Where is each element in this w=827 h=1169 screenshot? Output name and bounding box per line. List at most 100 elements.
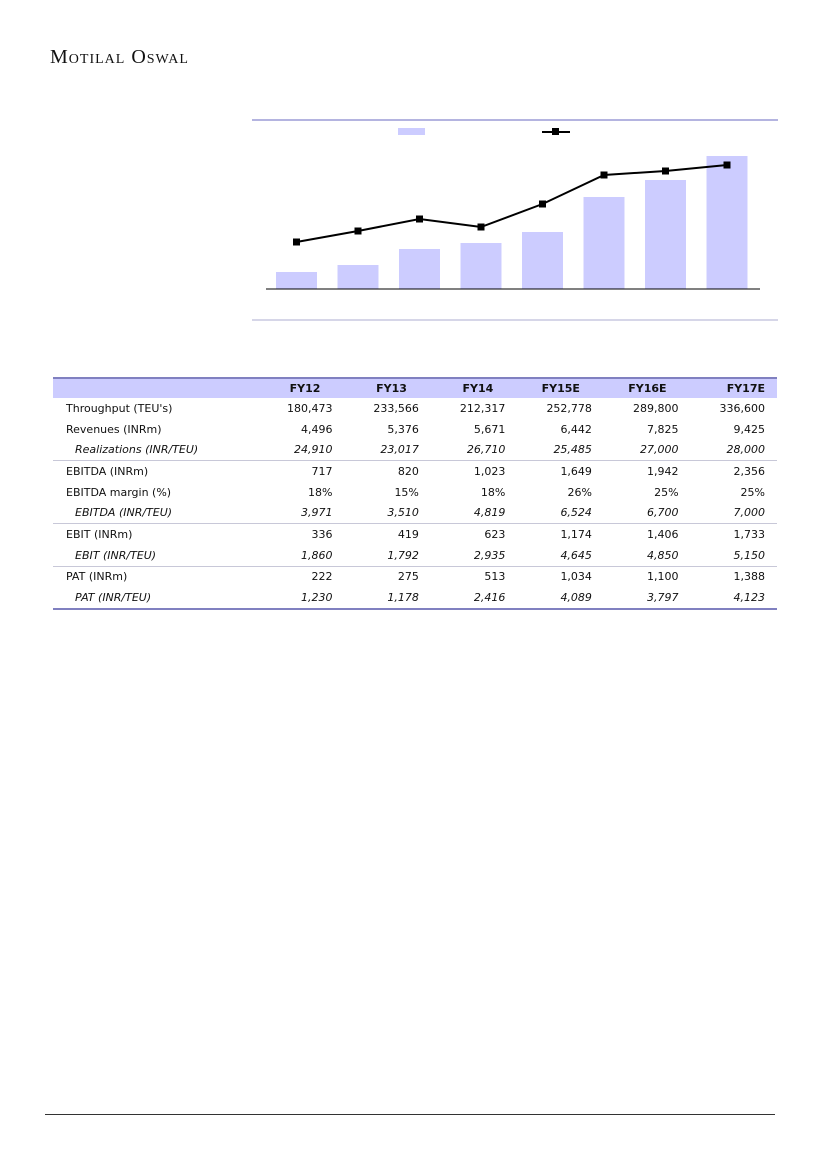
financials-table: FY12 FY13 FY14 FY15E FY16E FY17E Throughput (…	[53, 377, 777, 610]
cell-value: 2,935	[418, 544, 506, 567]
cell-value: 222	[311, 570, 333, 584]
cell-value: 5,150	[678, 544, 777, 567]
cell-value: 27,000	[591, 439, 679, 462]
cell-value: 1,649	[560, 464, 592, 478]
row-label: EBITDA (INR/TEU)	[53, 502, 247, 525]
cell-value: 6,700	[591, 502, 679, 525]
bar	[276, 272, 317, 289]
cell-value: 5,376	[387, 422, 419, 436]
bar	[706, 156, 748, 289]
brand-logo: Motilal Oswal	[50, 46, 189, 68]
cell-value: 26%	[567, 485, 592, 499]
cell-value: 1,942	[647, 464, 679, 478]
cell-value: 1,100	[647, 570, 679, 584]
bar	[460, 243, 502, 289]
cell-value: 26,710	[418, 439, 506, 462]
cell-value: 1,230	[246, 587, 333, 610]
cell-value: 1,406	[647, 527, 679, 541]
cell-value: 6,524	[505, 502, 592, 525]
cell-value: 23,017	[332, 439, 419, 462]
legend-line-marker	[552, 128, 559, 135]
cell-value: 15%	[394, 485, 419, 499]
footer-divider	[45, 1114, 775, 1115]
cell-value: 6,442	[560, 422, 592, 436]
cell-value: 3,971	[246, 502, 333, 525]
row-label: PAT (INRm)	[66, 570, 128, 584]
line-point	[477, 223, 485, 231]
bar	[399, 249, 440, 289]
column-header: FY16E	[591, 378, 679, 398]
cell-value: 5,671	[473, 422, 506, 436]
cell-value: 25,485	[505, 439, 592, 462]
row-label: EBITDA (INRm)	[66, 464, 149, 478]
table-header-row: FY12 FY13 FY14 FY15E FY16E FY17E	[53, 378, 777, 398]
cell-value: 25%	[654, 485, 679, 499]
column-header: FY13	[332, 378, 419, 398]
row-label: EBIT (INRm)	[66, 527, 133, 541]
chart	[252, 119, 778, 321]
cell-value: 25%	[740, 485, 765, 499]
table-row: Realizations (INR/TEU) 24,910 23,017 26,710…	[53, 439, 777, 462]
cell-value: 252,778	[546, 401, 592, 415]
row-label: EBIT (INR/TEU)	[53, 544, 247, 567]
cell-value: 4,819	[418, 502, 506, 525]
bar	[522, 232, 563, 289]
cell-value: 336	[311, 527, 333, 541]
cell-value: 4,123	[678, 587, 777, 610]
cell-value: 1,034	[560, 570, 592, 584]
series-line	[296, 164, 728, 243]
cell-value: 28,000	[678, 439, 777, 462]
cell-value: 9,425	[733, 422, 766, 436]
cell-value: 1,792	[332, 544, 419, 567]
cell-value: 4,850	[591, 544, 679, 567]
table-row: Revenues (INRm) 4,496 5,376 5,671 6,442 7,825…	[53, 419, 777, 440]
cell-value: 4,496	[300, 422, 333, 436]
cell-value: 3,797	[591, 587, 679, 610]
row-label: Throughput (TEU's)	[66, 401, 173, 415]
line-point	[416, 215, 423, 223]
cell-value: 275	[397, 570, 419, 584]
cell-value: 717	[311, 464, 333, 478]
cell-value: 1,174	[560, 527, 592, 541]
legend-bar-swatch	[398, 128, 425, 135]
line-point	[662, 167, 669, 175]
table-row: EBIT (INRm) 336 419 623 1,174 1,406 1,733	[53, 524, 777, 545]
cell-value: 2,356	[733, 464, 766, 478]
cell-value: 4,645	[505, 544, 592, 567]
cell-value: 623	[484, 527, 506, 541]
row-label: PAT (INR/TEU)	[53, 587, 247, 610]
table-row: PAT (INRm) 222 275 513 1,034 1,100 1,388	[53, 566, 777, 587]
cell-value: 212,317	[459, 401, 506, 415]
cell-value: 18%	[308, 485, 333, 499]
line-point	[723, 161, 731, 169]
table-row: EBITDA (INRm) 717 820 1,023 1,649 1,942 2,356	[53, 461, 777, 482]
cell-value: 24,910	[246, 439, 333, 462]
cell-value: 419	[397, 527, 419, 541]
column-header: FY12	[246, 378, 333, 398]
row-label: Revenues (INRm)	[66, 422, 162, 436]
table-row: Throughput (TEU's) 180,473 233,566 212,317 2…	[53, 398, 777, 419]
line-point	[539, 200, 546, 208]
bar	[645, 180, 686, 289]
line-point	[293, 238, 300, 246]
cell-value: 180,473	[286, 401, 333, 415]
cell-value: 1,860	[246, 544, 333, 567]
cell-value: 4,089	[505, 587, 592, 610]
cell-value: 336,600	[719, 401, 766, 415]
cell-value: 1,023	[473, 464, 506, 478]
cell-value: 2,416	[418, 587, 506, 610]
line-point	[354, 227, 362, 235]
cell-value: 233,566	[373, 401, 419, 415]
table-row: PAT (INR/TEU) 1,230 1,178 2,416 4,089 3,797 4,…	[53, 587, 777, 610]
bar	[337, 265, 379, 289]
cell-value: 7,825	[647, 422, 679, 436]
cell-value: 3,510	[332, 502, 419, 525]
cell-value: 289,800	[633, 401, 679, 415]
column-header: FY15E	[505, 378, 592, 398]
row-label: Realizations (INR/TEU)	[53, 439, 247, 462]
table-row: EBITDA margin (%) 18% 15% 18% 26% 25% 25%	[53, 482, 777, 503]
column-header: FY17E	[678, 378, 777, 398]
column-header: FY14	[418, 378, 506, 398]
header-blank	[53, 378, 247, 398]
cell-value: 820	[397, 464, 419, 478]
